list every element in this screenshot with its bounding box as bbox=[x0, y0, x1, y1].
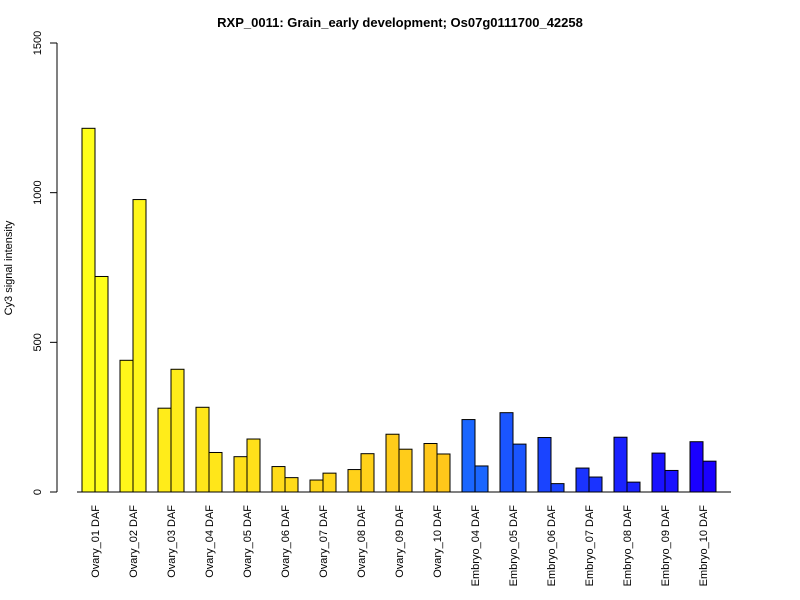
bar bbox=[132, 199, 147, 493]
bar bbox=[119, 359, 134, 493]
y-axis: 0 500 1000 1500 bbox=[32, 31, 58, 495]
bar bbox=[233, 456, 248, 493]
bar bbox=[474, 465, 489, 493]
x-tick-label: Ovary_01 DAF bbox=[90, 505, 102, 578]
bar bbox=[423, 443, 438, 493]
x-tick-label: Embryo_06 DAF bbox=[546, 505, 558, 587]
y-axis-label: Cy3 signal intensity bbox=[3, 220, 15, 315]
bar bbox=[512, 443, 527, 493]
x-tick-label: Ovary_02 DAF bbox=[128, 505, 140, 578]
bar bbox=[588, 476, 603, 493]
x-tick-label: Ovary_07 DAF bbox=[318, 505, 330, 578]
bar bbox=[702, 460, 717, 493]
bar bbox=[195, 406, 210, 493]
x-tick-label: Ovary_06 DAF bbox=[280, 505, 292, 578]
bar bbox=[613, 436, 628, 493]
bar bbox=[575, 467, 590, 493]
bar bbox=[689, 441, 704, 493]
bar bbox=[461, 419, 476, 493]
x-tick-label: Embryo_09 DAF bbox=[660, 505, 672, 587]
x-tick-label: Ovary_03 DAF bbox=[166, 505, 178, 578]
y-tick-label: 0 bbox=[32, 489, 44, 495]
bar bbox=[271, 466, 286, 493]
bar bbox=[550, 483, 565, 493]
bar bbox=[309, 479, 324, 493]
x-tick-label: Embryo_10 DAF bbox=[698, 505, 710, 587]
bar bbox=[246, 438, 261, 493]
bar bbox=[208, 451, 223, 493]
x-tick-label: Embryo_07 DAF bbox=[584, 505, 596, 587]
bar bbox=[651, 452, 666, 493]
bar bbox=[94, 275, 109, 493]
x-tick-label: Embryo_05 DAF bbox=[508, 505, 520, 587]
bar bbox=[284, 477, 299, 493]
category-labels: Ovary_01 DAF Ovary_02 DAF Ovary_03 DAF Ovar… bbox=[90, 505, 710, 587]
bar bbox=[322, 472, 337, 493]
chart-title: RXP_0011: Grain_early development; Os07g… bbox=[217, 15, 583, 30]
x-tick-label: Embryo_04 DAF bbox=[470, 505, 482, 587]
x-tick-label: Ovary_05 DAF bbox=[242, 505, 254, 578]
bar bbox=[398, 448, 413, 493]
bar bbox=[360, 453, 375, 493]
bar bbox=[499, 412, 514, 493]
y-tick-label: 500 bbox=[32, 333, 44, 351]
y-tick-label: 1000 bbox=[32, 180, 44, 204]
bar bbox=[170, 368, 185, 493]
bar bbox=[385, 433, 400, 493]
x-tick-label: Embryo_08 DAF bbox=[622, 505, 634, 587]
bar bbox=[81, 127, 96, 493]
bar bbox=[537, 437, 552, 493]
bar bbox=[436, 453, 451, 493]
bar bbox=[347, 469, 362, 493]
x-tick-label: Ovary_08 DAF bbox=[356, 505, 368, 578]
x-tick-label: Ovary_09 DAF bbox=[394, 505, 406, 578]
bar bbox=[626, 481, 641, 493]
bar bbox=[157, 407, 172, 493]
x-tick-label: Ovary_10 DAF bbox=[432, 505, 444, 578]
x-tick-label: Ovary_04 DAF bbox=[204, 505, 216, 578]
bars-group bbox=[81, 127, 717, 493]
y-tick-label: 1500 bbox=[32, 31, 44, 55]
bar bbox=[664, 469, 679, 493]
